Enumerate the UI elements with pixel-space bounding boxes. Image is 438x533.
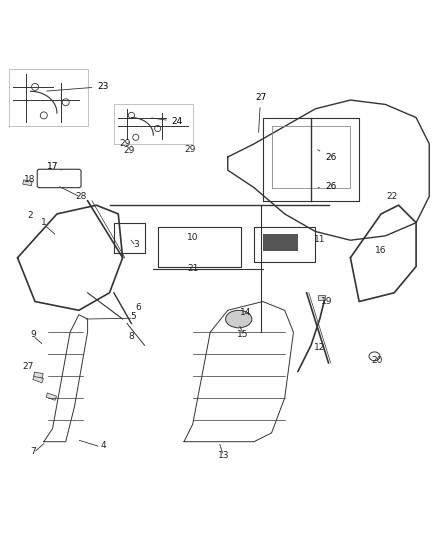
Text: 4: 4 xyxy=(100,441,106,450)
Text: 1: 1 xyxy=(41,218,47,227)
Text: 8: 8 xyxy=(128,332,134,341)
Bar xyxy=(23,180,32,185)
Text: 18: 18 xyxy=(24,174,35,183)
Text: 14: 14 xyxy=(240,308,251,317)
Text: 2: 2 xyxy=(28,211,33,220)
Text: 22: 22 xyxy=(386,192,398,201)
Bar xyxy=(318,295,325,300)
Bar xyxy=(46,393,57,400)
Text: 29: 29 xyxy=(185,145,196,154)
Text: 26: 26 xyxy=(318,182,336,191)
Text: 26: 26 xyxy=(318,150,336,162)
Text: 10: 10 xyxy=(187,233,198,242)
Text: 21: 21 xyxy=(187,264,198,273)
Bar xyxy=(263,233,298,251)
Text: 24: 24 xyxy=(152,117,183,126)
Text: 12: 12 xyxy=(314,343,325,352)
Text: 6: 6 xyxy=(135,303,141,312)
Text: 9: 9 xyxy=(30,329,36,338)
Text: 17: 17 xyxy=(47,162,61,171)
Text: 3: 3 xyxy=(133,240,139,249)
Text: 11: 11 xyxy=(314,236,325,245)
Text: 15: 15 xyxy=(237,329,249,338)
Text: 5: 5 xyxy=(131,312,137,321)
Text: 13: 13 xyxy=(218,451,229,460)
Text: 19: 19 xyxy=(321,297,332,306)
Text: 27: 27 xyxy=(23,362,34,372)
Bar xyxy=(33,375,43,383)
Ellipse shape xyxy=(226,310,252,328)
Text: 20: 20 xyxy=(371,356,382,365)
Text: 16: 16 xyxy=(375,246,387,255)
Bar xyxy=(34,372,43,378)
Text: 29: 29 xyxy=(124,147,135,155)
Text: 23: 23 xyxy=(46,82,109,91)
Text: 29: 29 xyxy=(119,139,131,148)
Text: 28: 28 xyxy=(75,191,87,200)
FancyBboxPatch shape xyxy=(37,169,81,188)
Text: 7: 7 xyxy=(30,447,36,456)
Text: 27: 27 xyxy=(255,93,266,132)
